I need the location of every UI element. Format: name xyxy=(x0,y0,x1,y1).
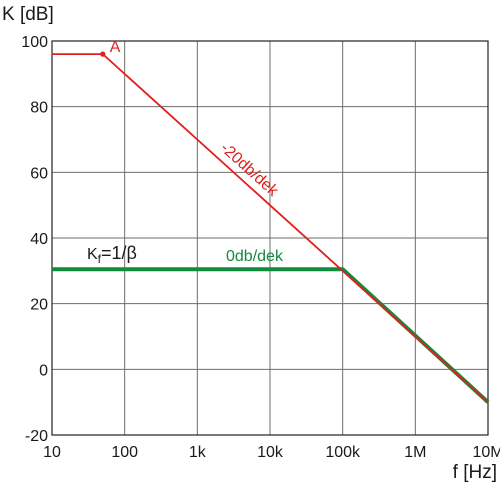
y-tick-labels: 100 80 60 40 20 0 -20 xyxy=(21,34,48,445)
x-axis-title: f [Hz] xyxy=(453,462,497,483)
y-tick-label: 80 xyxy=(30,100,48,117)
kf-main: K xyxy=(87,246,98,263)
y-tick-label: 20 xyxy=(30,297,48,314)
kf-rest: =1/β xyxy=(101,243,137,263)
y-tick-label: 0 xyxy=(39,362,48,379)
x-tick-label: 1M xyxy=(404,444,426,461)
plot-frame xyxy=(51,40,489,436)
y-axis-title: K [dB] xyxy=(2,4,54,25)
red-slope-label: -20db/dek xyxy=(217,139,282,200)
x-tick-labels: 10 100 1k 10k 100k 1M 10M xyxy=(43,444,500,461)
y-tick-label: 100 xyxy=(21,34,48,51)
point-a-marker xyxy=(100,51,106,57)
y-tick-label: 60 xyxy=(30,165,48,182)
green-slope-label: 0db/dek xyxy=(226,248,284,265)
kf-subscript: f xyxy=(98,252,102,266)
x-tick-label: 10 xyxy=(43,444,61,461)
point-a-label: A xyxy=(110,39,121,56)
kf-label: Kf=1/β xyxy=(87,243,137,266)
x-tick-label: 10k xyxy=(257,444,284,461)
grid xyxy=(51,40,489,436)
x-tick-label: 10M xyxy=(472,444,500,461)
x-tick-label: 100 xyxy=(111,444,138,461)
y-tick-label: -20 xyxy=(25,428,48,445)
x-tick-label: 1k xyxy=(189,444,207,461)
x-tick-label: 100k xyxy=(325,444,361,461)
y-tick-label: 40 xyxy=(30,231,48,248)
